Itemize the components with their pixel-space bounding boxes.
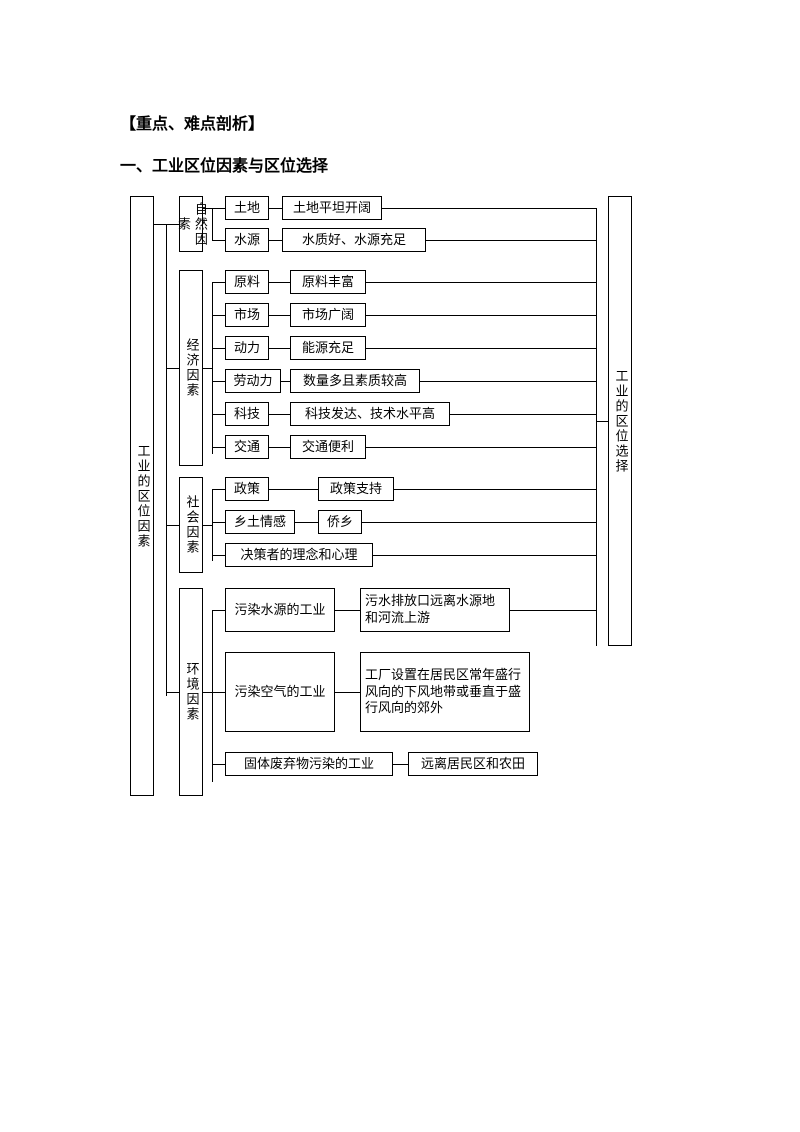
econ-desc-5: 交通便利 <box>290 435 366 459</box>
cat-environment: 环境因素 <box>179 588 203 796</box>
econ-item-1: 市场 <box>225 303 269 327</box>
econ-desc-1: 市场广阔 <box>290 303 366 327</box>
env-item-1: 污染空气的工业 <box>225 652 335 732</box>
hierarchy-diagram: 工业的区位因素 工业的区位选择 自然因素 土地 土地平坦开阔 水源 水质好、水源… <box>130 196 650 816</box>
soc-item-1: 乡土情感 <box>225 510 295 534</box>
econ-item-5: 交通 <box>225 435 269 459</box>
econ-item-0: 原料 <box>225 270 269 294</box>
soc-desc-0: 政策支持 <box>318 477 394 501</box>
econ-desc-0: 原料丰富 <box>290 270 366 294</box>
right-root: 工业的区位选择 <box>608 196 632 646</box>
cat-economy: 经济因素 <box>179 270 203 466</box>
nature-item-0: 土地 <box>225 196 269 220</box>
env-desc-0: 污水排放口远离水源地和河流上游 <box>360 588 510 632</box>
env-item-0: 污染水源的工业 <box>225 588 335 632</box>
econ-desc-3: 数量多且素质较高 <box>290 369 420 393</box>
econ-desc-4: 科技发达、技术水平高 <box>290 402 450 426</box>
left-root: 工业的区位因素 <box>130 196 154 796</box>
econ-item-2: 动力 <box>225 336 269 360</box>
cat-society: 社会因素 <box>179 477 203 573</box>
soc-item-2: 决策者的理念和心理 <box>225 543 373 567</box>
env-item-2: 固体废弃物污染的工业 <box>225 752 393 776</box>
soc-desc-1: 侨乡 <box>318 510 362 534</box>
econ-item-3: 劳动力 <box>225 369 281 393</box>
nature-item-1: 水源 <box>225 228 269 252</box>
econ-item-4: 科技 <box>225 402 269 426</box>
econ-desc-2: 能源充足 <box>290 336 366 360</box>
env-desc-1: 工厂设置在居民区常年盛行风向的下风地带或垂直于盛行风向的郊外 <box>360 652 530 732</box>
env-desc-2: 远离居民区和农田 <box>408 752 538 776</box>
cat-nature: 自然因素 <box>179 196 203 252</box>
nature-desc-0: 土地平坦开阔 <box>282 196 382 220</box>
page-heading: 【重点、难点剖析】 <box>120 110 700 134</box>
page-subheading: 一、工业区位因素与区位选择 <box>120 152 700 176</box>
soc-item-0: 政策 <box>225 477 269 501</box>
nature-desc-1: 水质好、水源充足 <box>282 228 426 252</box>
